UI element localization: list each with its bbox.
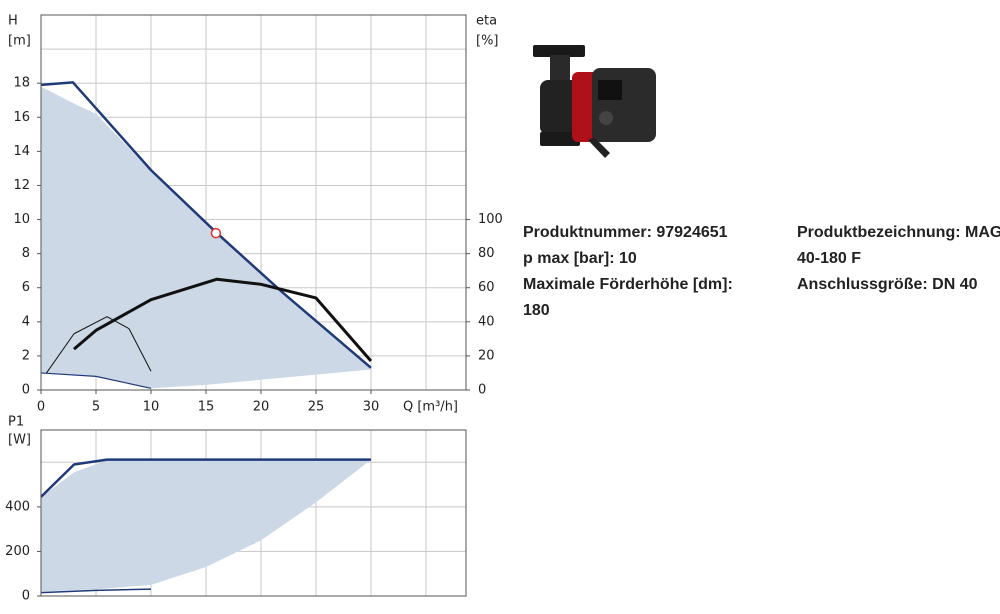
info-item: Produktbezeichnung: MAGNA3 40-180 F — [797, 220, 1000, 272]
x-tick-label: 5 — [92, 400, 100, 415]
y2-tick-label: 80 — [478, 246, 495, 261]
y2-tick-label: 40 — [478, 314, 495, 329]
info-label: Anschlussgröße: — [797, 276, 928, 293]
plot — [40, 15, 466, 391]
y-tick-label: 0 — [22, 589, 30, 604]
y-tick-label: 12 — [13, 178, 30, 193]
x-tick-label: 20 — [253, 400, 270, 415]
area — [41, 459, 371, 592]
y-tick-label: 200 — [5, 544, 30, 559]
info-item: Maximale Förderhöhe [dm]: 180 — [523, 272, 761, 324]
x-tick-label: 25 — [308, 400, 325, 415]
y2-tick-label: 60 — [478, 280, 495, 295]
x-axis-label: Q [m³/h] — [403, 400, 458, 415]
info-value: MAGNA3 40-180 F — [797, 224, 1000, 267]
y2-axis-label: eta — [476, 14, 497, 29]
curve — [46, 316, 152, 374]
y-tick-label: 18 — [13, 76, 30, 91]
curve — [40, 81, 372, 369]
info-value: DN 40 — [932, 276, 978, 293]
info-value: 10 — [619, 250, 637, 267]
y-axis-label: H — [8, 14, 18, 29]
info-value: 180 — [523, 302, 550, 319]
info-item: p max [bar]: 10 — [523, 246, 761, 272]
x-tick-label: 0 — [37, 400, 45, 415]
curve — [40, 372, 152, 389]
info-label: Produktbezeichnung: — [797, 224, 961, 241]
info-label: p max [bar]: — [523, 250, 615, 267]
curve — [40, 588, 152, 594]
y-tick-label: 10 — [13, 212, 30, 227]
x-tick-label: 10 — [143, 400, 160, 415]
area — [41, 86, 371, 389]
info-value: 97924651 — [656, 224, 728, 241]
y-axis-label: P1 — [8, 415, 24, 430]
y-axis-unit: [W] — [8, 433, 31, 448]
y-tick-label: 14 — [13, 144, 30, 159]
y-tick-label: 400 — [5, 499, 30, 514]
y-tick-label: 2 — [22, 348, 30, 363]
y-axis-unit: [m] — [8, 34, 31, 49]
y-tick-label: 6 — [22, 280, 30, 295]
pump-image — [533, 45, 656, 158]
curve — [73, 277, 373, 363]
y2-tick-label: 100 — [478, 212, 503, 227]
info-item: Anschlussgröße: DN 40 — [797, 272, 1000, 298]
plot-frame — [40, 14, 467, 391]
product-info-left: Produktnummer: 97924651 p max [bar]: 10 Ma… — [523, 220, 761, 324]
x-tick-label: 30 — [363, 400, 380, 415]
product-info-right: Produktbezeichnung: MAGNA3 40-180 FAnsch… — [797, 220, 1000, 298]
plot-frame — [40, 429, 467, 597]
x-tick-label: 15 — [198, 400, 215, 415]
y-tick-label: 8 — [22, 246, 30, 261]
y-tick-label: 16 — [13, 110, 30, 125]
duty-point — [210, 227, 222, 239]
y2-tick-label: 0 — [478, 383, 486, 398]
info-label: Produktnummer: — [523, 224, 652, 241]
info-label: Maximale Förderhöhe [dm]: — [523, 276, 733, 293]
plot — [40, 430, 466, 597]
y2-tick-label: 20 — [478, 348, 495, 363]
y2-axis-unit: [%] — [476, 34, 499, 49]
y-tick-label: 4 — [22, 314, 30, 329]
y-tick-label: 0 — [22, 383, 30, 398]
info-item: Produktnummer: 97924651 — [523, 220, 761, 246]
curve — [40, 458, 371, 498]
